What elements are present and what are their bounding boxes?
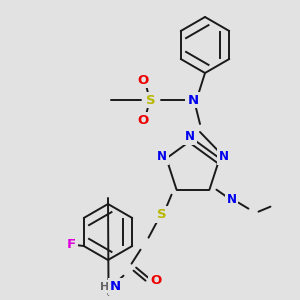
Text: N: N (158, 150, 167, 163)
Text: O: O (150, 274, 161, 287)
Text: N: N (185, 130, 195, 143)
Text: O: O (137, 113, 148, 127)
Text: N: N (188, 94, 199, 106)
Text: F: F (67, 238, 76, 250)
Text: N: N (226, 193, 236, 206)
Text: S: S (157, 208, 166, 221)
Text: H: H (100, 282, 109, 292)
Text: N: N (110, 280, 121, 293)
Text: S: S (146, 94, 156, 106)
Text: N: N (219, 150, 229, 163)
Text: O: O (137, 74, 148, 86)
